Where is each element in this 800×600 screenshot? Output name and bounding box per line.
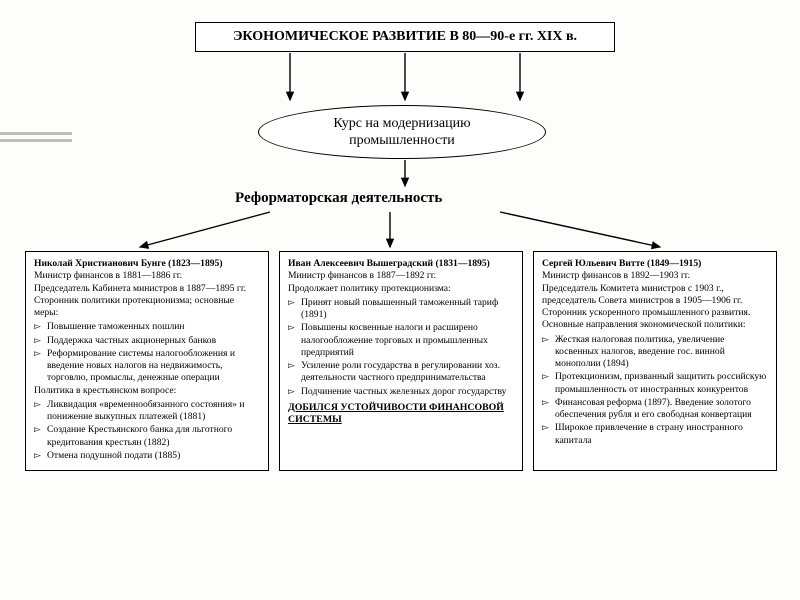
list-item: Усиление роли государства в регулировани… xyxy=(288,360,514,385)
list-item: Принят новый повышенный таможенный тариф… xyxy=(288,297,514,322)
list-item: Жесткая налоговая политика, увеличение к… xyxy=(542,334,768,371)
info-line: Политика в крестьянском вопросе: xyxy=(34,385,260,397)
column-witte: Сергей Юльевич Витте (1849—1915)Министр … xyxy=(533,251,777,471)
info-line: Министр финансов в 1887—1892 гг. xyxy=(288,270,514,282)
list-item: Ликвидация «временнообязанного состоя­ни… xyxy=(34,399,260,424)
bullet-list: Жесткая налоговая политика, увеличение к… xyxy=(542,334,768,447)
list-item: Протекционизм, призванный защитить росси… xyxy=(542,371,768,396)
list-item: Отмена подушной подати (1885) xyxy=(34,450,260,462)
list-item: Поддержка частных акционерных банков xyxy=(34,335,260,347)
column-bunge: Николай Христианович Бунге (1823—1895)Ми… xyxy=(25,251,269,471)
list-item: Повышение таможенных пошлин xyxy=(34,321,260,333)
bullet-list: Ликвидация «временнообязанного состоя­ни… xyxy=(34,399,260,462)
list-item: Финансовая реформа (1897). Введение золо… xyxy=(542,397,768,422)
info-line: Продолжает политику протекционизма: xyxy=(288,283,514,295)
info-line: Министр финансов в 1892—1903 гг. xyxy=(542,270,768,282)
list-item: Широкое привлечение в страну иностранног… xyxy=(542,422,768,447)
person-name: Иван Алексеевич Вышеградский (1831—1895) xyxy=(288,258,514,270)
info-line: Сторонник политики протекционизма; основ… xyxy=(34,295,260,320)
info-line: Председатель Комитета министров с 1903 г… xyxy=(542,283,768,308)
bullet-list: Принят новый повышенный таможенный тариф… xyxy=(288,297,514,398)
title-box: ЭКОНОМИЧЕСКОЕ РАЗВИТИЕ В 80—90-е гг. XIX… xyxy=(195,22,615,52)
person-name: Сергей Юльевич Витте (1849—1915) xyxy=(542,258,768,270)
person-name: Николай Христианович Бунге (1823—1895) xyxy=(34,258,260,270)
oval-text: Курс на модернизацию промышленности xyxy=(333,115,470,150)
info-line: Министр финансов в 1881—1886 гг. xyxy=(34,270,260,282)
list-item: Подчинение частных железных дорог госуда… xyxy=(288,386,514,398)
info-line: Сторонник ускоренного промышленного разв… xyxy=(542,307,768,319)
list-item: Реформирование системы налогообложения и… xyxy=(34,348,260,385)
title-text: ЭКОНОМИЧЕСКОЕ РАЗВИТИЕ В 80—90-е гг. XIX… xyxy=(233,29,577,44)
accent-bar xyxy=(0,132,72,142)
info-line: Основные направления экономической полит… xyxy=(542,319,768,331)
list-item: Создание Крестьянского банка для льгот­н… xyxy=(34,424,260,449)
achievement: ДОБИЛСЯ УСТОЙЧИВОСТИ ФИНАНСОВОЙ СИСТЕМЫ xyxy=(288,402,514,427)
info-line: Председатель Кабинета министров в 1887—1… xyxy=(34,283,260,295)
oval-node: Курс на модернизацию промышленности xyxy=(258,105,546,159)
section-title: Реформаторская деятельность xyxy=(235,190,442,207)
list-item: Повышены косвенные налоги и расширено на… xyxy=(288,322,514,359)
column-vyshegradsky: Иван Алексеевич Вышеградский (1831—1895)… xyxy=(279,251,523,471)
bullet-list: Повышение таможенных пошлин Поддержка час… xyxy=(34,321,260,384)
columns-row: Николай Христианович Бунге (1823—1895)Ми… xyxy=(25,251,777,471)
